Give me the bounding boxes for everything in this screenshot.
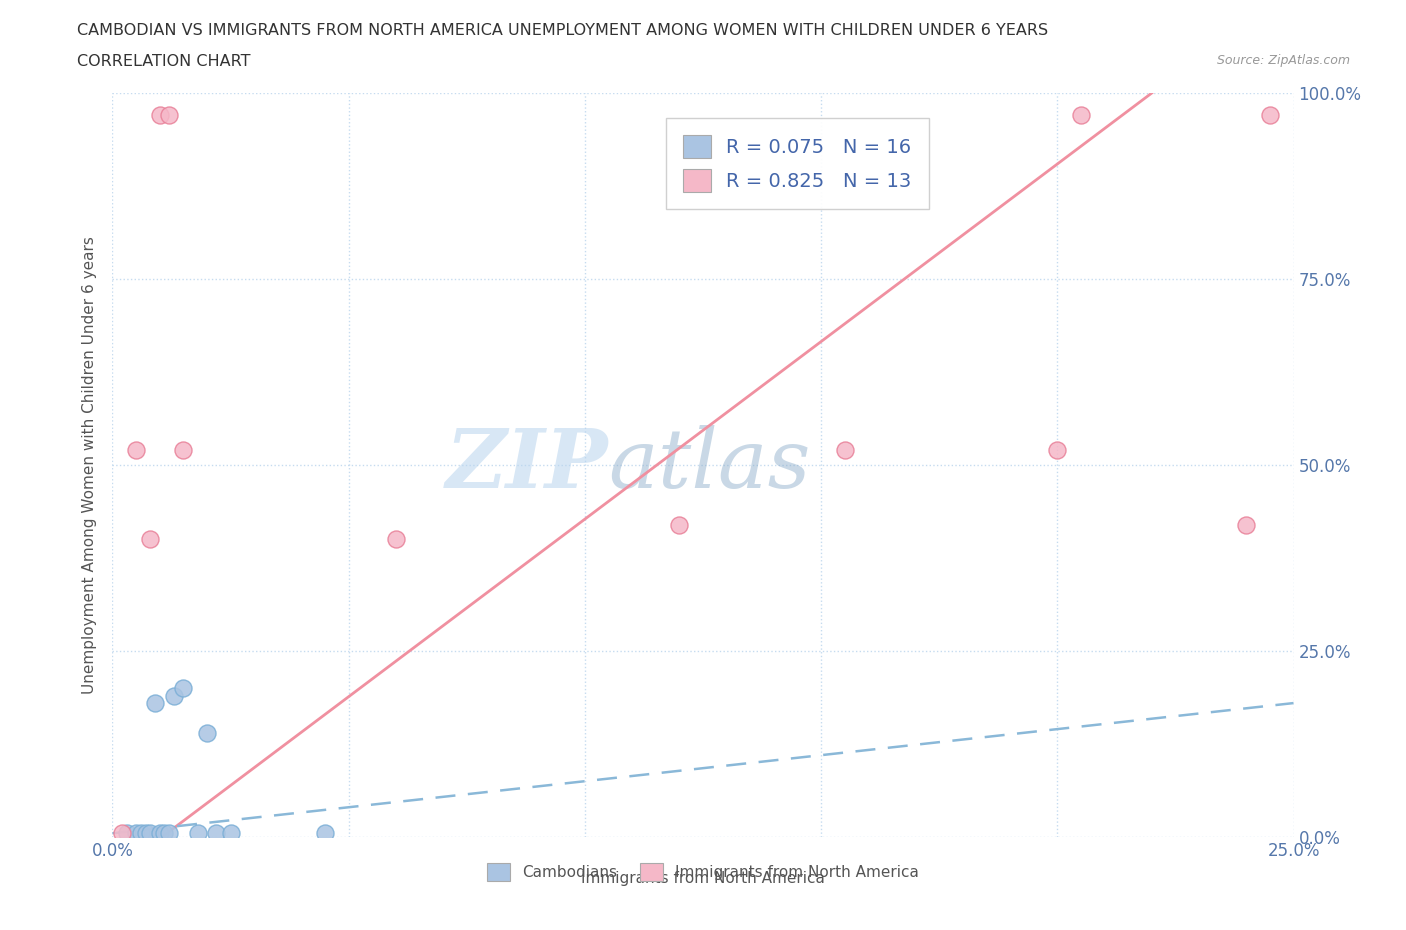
Text: Source: ZipAtlas.com: Source: ZipAtlas.com [1216,54,1350,67]
Point [149,826,172,841]
Point [157,108,180,123]
Point [129,826,152,841]
Point [115,826,138,841]
Point [143,696,166,711]
Point [149,108,172,123]
Point [1070,108,1092,123]
Y-axis label: Unemployment Among Women with Children Under 6 years: Unemployment Among Women with Children U… [82,236,97,694]
Point [139,532,162,547]
Point [668,517,690,532]
Point [1258,108,1281,123]
Point [205,826,228,841]
Point [172,681,194,696]
Point [125,826,148,841]
Text: CAMBODIAN VS IMMIGRANTS FROM NORTH AMERICA UNEMPLOYMENT AMONG WOMEN WITH CHILDRE: CAMBODIAN VS IMMIGRANTS FROM NORTH AMERI… [77,23,1049,38]
Point [834,443,856,458]
Point [314,826,336,841]
Point [1234,517,1257,532]
Point [163,688,186,703]
Point [125,443,148,458]
Point [157,826,180,841]
Point [195,725,218,740]
Text: CORRELATION CHART: CORRELATION CHART [77,54,250,69]
Point [139,826,162,841]
Point [1046,443,1069,458]
Point [219,826,242,841]
Text: ZIP: ZIP [446,425,609,505]
Point [135,826,157,841]
Point [172,443,194,458]
Text: atlas: atlas [609,425,811,505]
Point [111,826,134,841]
Point [153,826,176,841]
Point [186,826,208,841]
Point [385,532,408,547]
Legend: Cambodians, Immigrants from North America: Cambodians, Immigrants from North Americ… [479,855,927,889]
X-axis label: Immigrants from North America: Immigrants from North America [581,871,825,886]
